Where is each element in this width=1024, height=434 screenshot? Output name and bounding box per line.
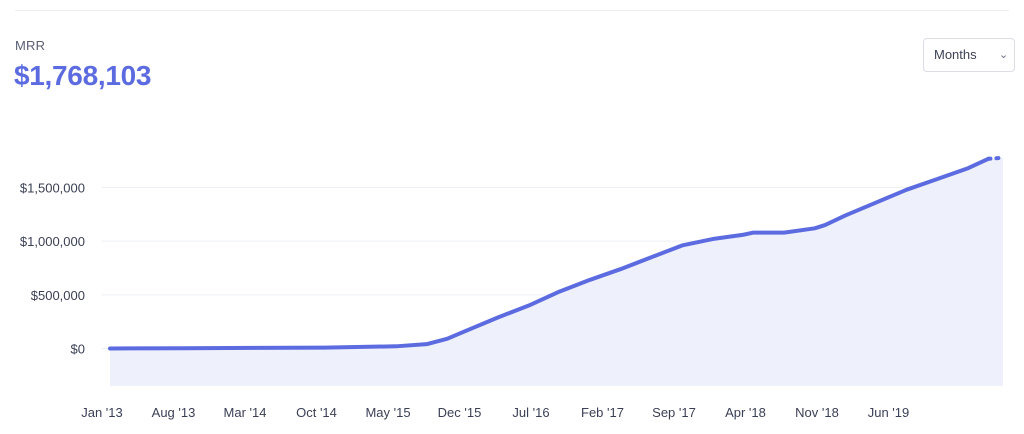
y-tick-label: $1,000,000: [20, 234, 85, 249]
x-tick-label: Mar '14: [224, 405, 267, 420]
y-tick-label: $0: [71, 341, 85, 356]
x-tick-label: Jun '19: [868, 405, 910, 420]
x-tick-label: Jul '16: [512, 405, 549, 420]
metric-label: MRR: [15, 38, 46, 53]
chevron-down-icon: ⌄: [999, 49, 1009, 61]
projected-line: [986, 156, 1001, 161]
period-select[interactable]: Months ⌄: [923, 38, 1015, 72]
top-divider: [15, 10, 1009, 11]
x-tick-label: Aug '13: [152, 405, 196, 420]
x-tick-label: Oct '14: [296, 405, 337, 420]
y-tick-label: $500,000: [31, 288, 85, 303]
x-tick-label: Nov '18: [795, 405, 839, 420]
x-tick-label: Feb '17: [581, 405, 624, 420]
area-fill: [110, 158, 1003, 386]
metric-value: $1,768,103: [14, 60, 152, 91]
series-line: [108, 156, 991, 351]
x-tick-label: Apr '18: [725, 405, 766, 420]
x-tick-label: Jan '13: [81, 405, 123, 420]
y-tick-label: $1,500,000: [20, 181, 85, 196]
x-tick-label: Dec '15: [438, 405, 482, 420]
period-select-value: Months: [934, 47, 977, 62]
x-tick-label: May '15: [365, 405, 410, 420]
x-tick-label: Sep '17: [652, 405, 696, 420]
